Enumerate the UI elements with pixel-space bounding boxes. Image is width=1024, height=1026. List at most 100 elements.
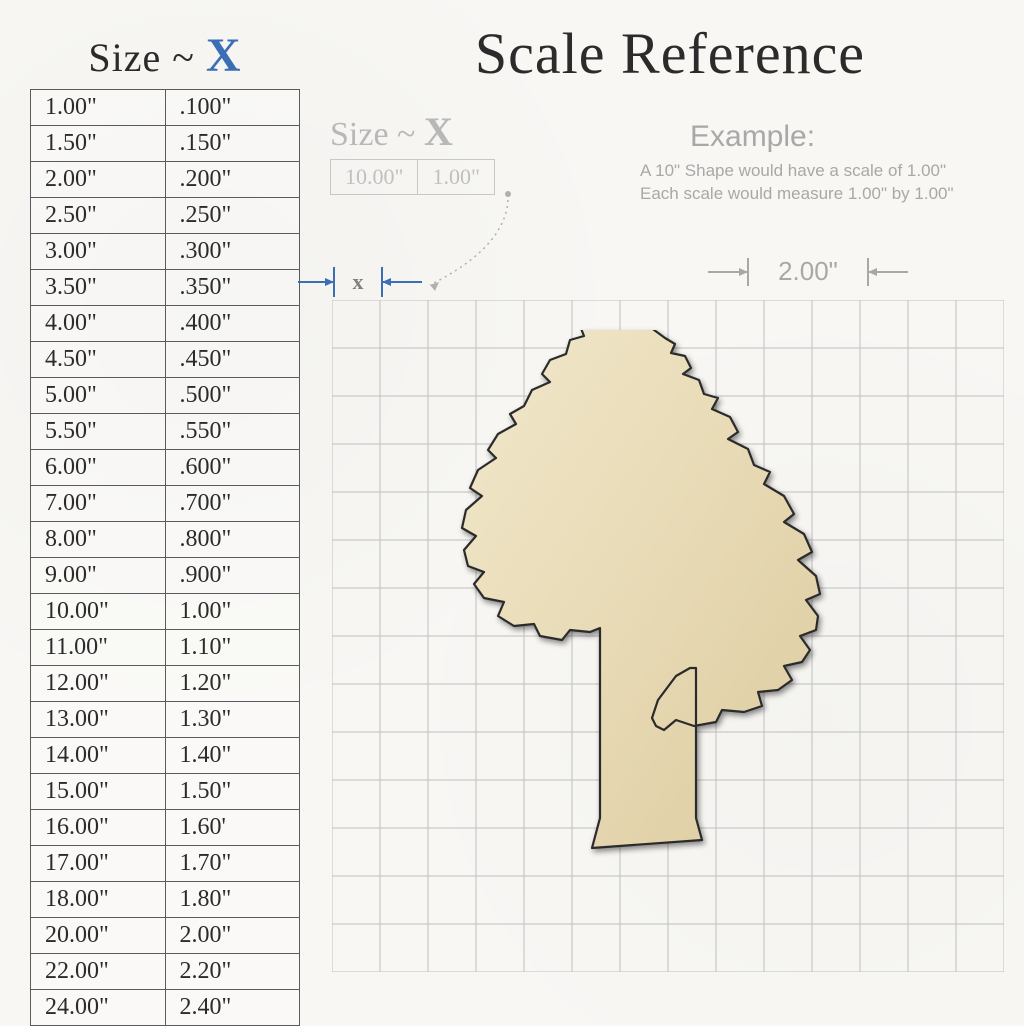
mini-size-header: Size ~ X — [330, 108, 1010, 155]
table-row: 20.00"2.00" — [31, 918, 300, 954]
table-cell: .900" — [165, 558, 300, 594]
table-cell: 2.40" — [165, 990, 300, 1026]
table-cell: 10.00" — [31, 594, 166, 630]
table-cell: .350" — [165, 270, 300, 306]
table-cell: 1.50" — [31, 126, 166, 162]
table-row: 1.00".100" — [31, 90, 300, 126]
size-table: 1.00".100"1.50".150"2.00".200"2.50".250"… — [30, 89, 300, 1026]
size-table-header: Size ~ X — [30, 28, 300, 89]
table-row: 12.00"1.20" — [31, 666, 300, 702]
table-row: 10.00"1.00" — [31, 594, 300, 630]
table-cell: 6.00" — [31, 450, 166, 486]
table-cell: 13.00" — [31, 702, 166, 738]
table-row: 6.00".600" — [31, 450, 300, 486]
table-cell: .250" — [165, 198, 300, 234]
table-cell: 1.40" — [165, 738, 300, 774]
table-row: 7.00".700" — [31, 486, 300, 522]
table-row: 2.00".200" — [31, 162, 300, 198]
x-measure-indicator: x — [328, 262, 448, 302]
table-cell: .400" — [165, 306, 300, 342]
tree-shape-cutout — [460, 330, 870, 960]
table-cell: .700" — [165, 486, 300, 522]
table-cell: 1.30" — [165, 702, 300, 738]
table-cell: 11.00" — [31, 630, 166, 666]
table-row: 9.00".900" — [31, 558, 300, 594]
example-line-2: Each scale would measure 1.00" by 1.00" — [640, 183, 954, 206]
table-row: 1.50".150" — [31, 126, 300, 162]
table-row: 2.50".250" — [31, 198, 300, 234]
table-cell: 14.00" — [31, 738, 166, 774]
table-cell: .500" — [165, 378, 300, 414]
table-cell: 1.00" — [165, 594, 300, 630]
two-inch-label: 2.00" — [778, 256, 838, 286]
table-row: 22.00"2.20" — [31, 954, 300, 990]
example-block: Size ~ X 10.00" 1.00" Example: A 10" Sha… — [330, 108, 1010, 268]
table-cell: 4.00" — [31, 306, 166, 342]
table-cell: .200" — [165, 162, 300, 198]
table-row: 16.00"1.60' — [31, 810, 300, 846]
example-label: Example: — [690, 120, 815, 154]
table-cell: 1.20" — [165, 666, 300, 702]
table-cell: 20.00" — [31, 918, 166, 954]
table-cell: .300" — [165, 234, 300, 270]
table-row: 13.00"1.30" — [31, 702, 300, 738]
table-cell: 4.50" — [31, 342, 166, 378]
two-inch-indicator: 2.00" — [728, 252, 948, 292]
table-row: 4.00".400" — [31, 306, 300, 342]
example-line-1: A 10" Shape would have a scale of 1.00" — [640, 160, 954, 183]
table-cell: 18.00" — [31, 882, 166, 918]
table-cell: 2.50" — [31, 198, 166, 234]
table-cell: .600" — [165, 450, 300, 486]
table-cell: .100" — [165, 90, 300, 126]
table-cell: .800" — [165, 522, 300, 558]
table-cell: 3.50" — [31, 270, 166, 306]
table-cell: 17.00" — [31, 846, 166, 882]
table-cell: 16.00" — [31, 810, 166, 846]
table-cell: 7.00" — [31, 486, 166, 522]
table-cell: 15.00" — [31, 774, 166, 810]
table-cell: 2.00" — [165, 918, 300, 954]
table-row: 14.00"1.40" — [31, 738, 300, 774]
table-row: 3.50".350" — [31, 270, 300, 306]
table-row: 5.50".550" — [31, 414, 300, 450]
table-cell: 2.20" — [165, 954, 300, 990]
tree-outline — [462, 330, 820, 848]
table-row: 8.00".800" — [31, 522, 300, 558]
table-row: 15.00"1.50" — [31, 774, 300, 810]
table-cell: 1.80" — [165, 882, 300, 918]
size-header-x: X — [206, 29, 242, 82]
table-cell: .550" — [165, 414, 300, 450]
size-table-section: Size ~ X 1.00".100"1.50".150"2.00".200"2… — [30, 28, 300, 1026]
example-text: A 10" Shape would have a scale of 1.00" … — [640, 160, 954, 206]
table-row: 5.00".500" — [31, 378, 300, 414]
table-cell: 12.00" — [31, 666, 166, 702]
table-cell: 9.00" — [31, 558, 166, 594]
mini-cell-size: 10.00" — [331, 160, 418, 195]
table-cell: 3.00" — [31, 234, 166, 270]
table-row: 18.00"1.80" — [31, 882, 300, 918]
table-cell: 1.00" — [31, 90, 166, 126]
page-title: Scale Reference — [340, 20, 1000, 87]
table-cell: 2.00" — [31, 162, 166, 198]
table-cell: 8.00" — [31, 522, 166, 558]
table-cell: 1.60' — [165, 810, 300, 846]
table-cell: 22.00" — [31, 954, 166, 990]
table-cell: .150" — [165, 126, 300, 162]
table-row: 11.00"1.10" — [31, 630, 300, 666]
table-row: 3.00".300" — [31, 234, 300, 270]
table-row: 17.00"1.70" — [31, 846, 300, 882]
table-row: 4.50".450" — [31, 342, 300, 378]
table-cell: 1.10" — [165, 630, 300, 666]
mini-header-x: X — [424, 109, 453, 154]
scale-reference-infographic: Size ~ X 1.00".100"1.50".150"2.00".200"2… — [0, 0, 1024, 1024]
table-cell: .450" — [165, 342, 300, 378]
table-row: 24.00"2.40" — [31, 990, 300, 1026]
size-header-prefix: Size ~ — [88, 35, 206, 80]
x-measure-label: x — [353, 269, 364, 294]
table-cell: 24.00" — [31, 990, 166, 1026]
mini-header-prefix: Size ~ — [330, 116, 424, 153]
table-cell: 1.70" — [165, 846, 300, 882]
table-cell: 1.50" — [165, 774, 300, 810]
table-cell: 5.00" — [31, 378, 166, 414]
table-cell: 5.50" — [31, 414, 166, 450]
